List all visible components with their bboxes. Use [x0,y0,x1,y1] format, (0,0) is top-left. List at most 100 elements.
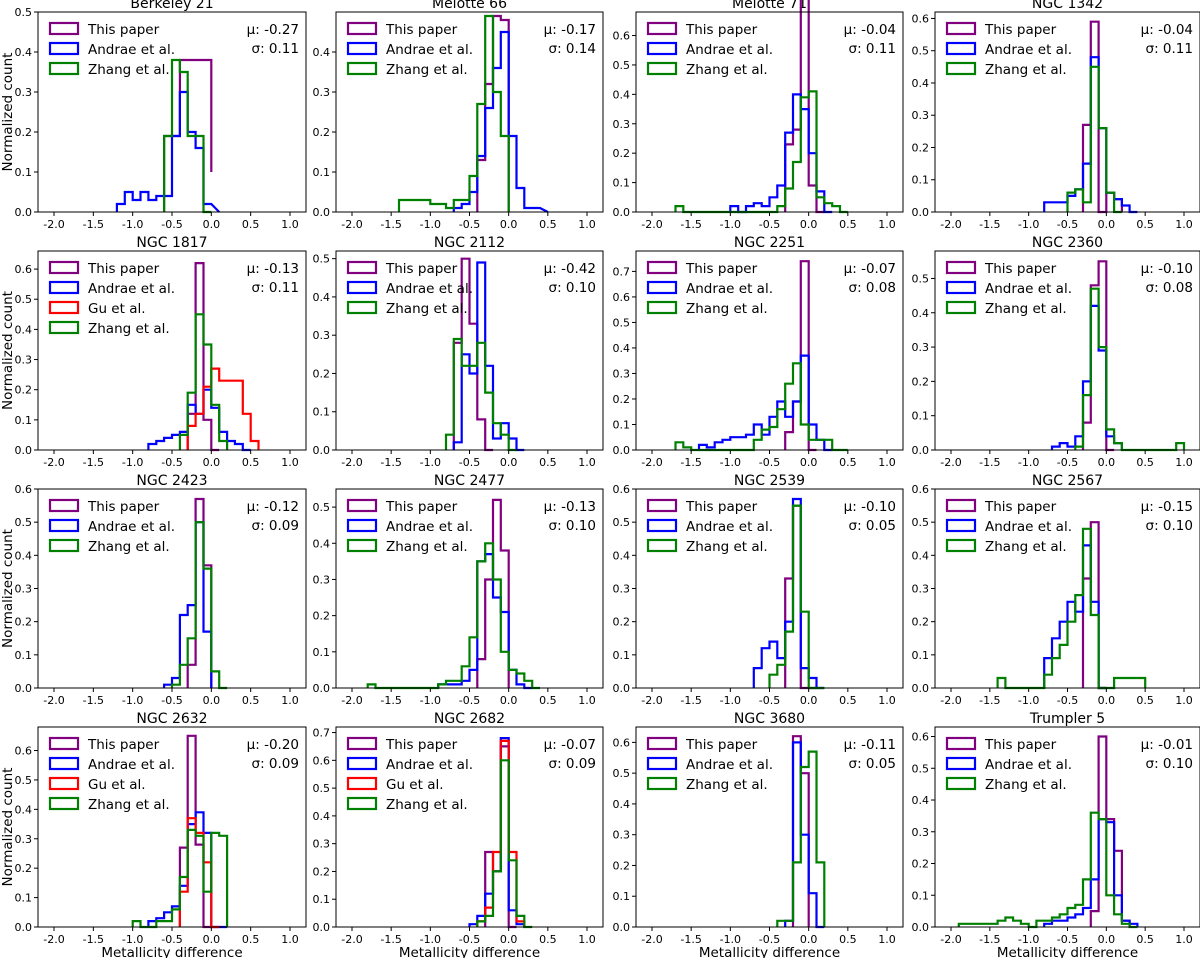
legend-swatch-zhang [648,63,676,74]
y-tick-label: 0.2 [912,858,930,871]
sigma-label: σ: 0.10 [1146,518,1193,534]
x-tick-label: 0.5 [242,694,260,707]
sigma-label: σ: 0.05 [849,756,896,772]
y-tick-label: 0.2 [313,126,331,139]
legend-swatch-gu [50,778,78,789]
y-tick-label: 0.3 [15,833,33,846]
y-tick-label: 0.4 [912,549,930,562]
y-tick-label: 0.3 [313,838,331,851]
y-tick-label: 0.3 [912,583,930,596]
x-tick-label: 0.5 [242,456,260,469]
x-tick-label: 0.5 [1136,694,1154,707]
x-tick-label: -2.0 [43,218,64,231]
y-tick-label: 0.3 [313,573,331,586]
y-tick-label: 0.7 [613,265,631,278]
legend-swatch-this [648,23,676,34]
y-tick-label: 0.0 [15,444,33,457]
legend-label-andrae: Andrae et al. [386,42,473,58]
legend-swatch-this [648,738,676,749]
legend-swatch-andrae [947,282,975,293]
histogram-zhang [1075,289,1184,450]
x-tick-label: 0.5 [1136,456,1154,469]
legend-label-andrae: Andrae et al. [985,519,1072,535]
y-tick-label: 0.3 [15,583,33,596]
mu-label: μ: -0.11 [844,737,896,753]
x-tick-label: -2.0 [43,694,64,707]
x-tick-label: 1.0 [878,933,896,946]
x-axis-label: Metallicity difference [399,945,540,958]
x-tick-label: -1.0 [420,456,441,469]
y-tick-label: 0.4 [313,537,331,550]
mu-label: μ: -0.13 [247,261,299,277]
legend-swatch-this [648,500,676,511]
legend-label-zhang: Zhang et al. [386,301,468,317]
legend-label-andrae: Andrae et al. [88,42,175,58]
legend-swatch-zhang [348,63,376,74]
legend-swatch-gu [348,778,376,789]
x-tick-label: 1.0 [1175,694,1193,707]
legend-swatch-zhang [947,302,975,313]
legend-swatch-zhang [50,540,78,551]
y-tick-label: 0.1 [613,177,631,190]
x-tick-label: -2.0 [940,456,961,469]
x-tick-label: -1.5 [380,218,401,231]
legend-swatch-andrae [50,520,78,531]
x-tick-label: 1.0 [1175,933,1193,946]
x-tick-label: 1.0 [578,694,596,707]
y-tick-label: 0.6 [613,483,631,496]
histogram-gu [180,818,219,927]
x-tick-label: 1.0 [281,456,299,469]
y-tick-label: 0.5 [313,501,331,514]
legend-label-zhang: Zhang et al. [985,777,1067,793]
y-tick-label: 0.4 [15,323,33,336]
legend-label-zhang: Zhang et al. [985,301,1067,317]
x-tick-label: -2.0 [341,933,362,946]
panel-title: Melotte 71 [732,0,807,12]
legend-swatch-this [947,262,975,273]
legend-swatch-andrae [348,282,376,293]
x-tick-label: -0.5 [759,694,780,707]
legend-swatch-andrae [348,520,376,531]
y-tick-label: 0.1 [15,892,33,905]
panel-title: NGC 2567 [1032,473,1103,489]
x-tick-label: -0.5 [161,218,182,231]
legend-label-andrae: Andrae et al. [686,281,773,297]
x-tick-label: 0.0 [203,456,221,469]
x-tick-label: 0.0 [500,218,518,231]
legend-label-this: This paper [685,499,758,515]
panel-title: NGC 2632 [136,711,207,727]
x-tick-label: 0.5 [539,456,557,469]
x-tick-label: 0.5 [839,218,857,231]
x-tick-label: -2.0 [641,933,662,946]
legend-swatch-zhang [648,540,676,551]
legend-label-this: This paper [685,22,758,38]
y-axis-label: Normalized count [0,529,16,648]
legend-label-this: This paper [984,737,1057,753]
y-tick-label: 0.2 [15,862,33,875]
y-tick-label: 0.0 [313,206,331,219]
sigma-label: σ: 0.10 [549,518,596,534]
x-tick-label: -1.5 [979,456,1000,469]
legend-swatch-this [348,738,376,749]
histogram-this [1083,22,1122,212]
legend-label-gu: Gu et al. [88,301,146,317]
x-tick-label: 1.0 [578,456,596,469]
x-tick-label: 1.0 [878,694,896,707]
x-tick-label: 0.0 [1098,456,1116,469]
legend-swatch-zhang [648,778,676,789]
x-tick-label: -0.5 [161,456,182,469]
legend-label-zhang: Zhang et al. [686,777,768,793]
legend-swatch-andrae [648,282,676,293]
legend-label-andrae: Andrae et al. [88,519,175,535]
y-tick-label: 0.2 [613,393,631,406]
y-tick-label: 0.5 [613,59,631,72]
mu-label: μ: -0.10 [1141,261,1193,277]
y-tick-label: 0.6 [313,754,331,767]
legend-swatch-zhang [348,540,376,551]
histogram-this [188,263,220,450]
legend-swatch-this [348,500,376,511]
x-tick-label: -1.5 [380,694,401,707]
